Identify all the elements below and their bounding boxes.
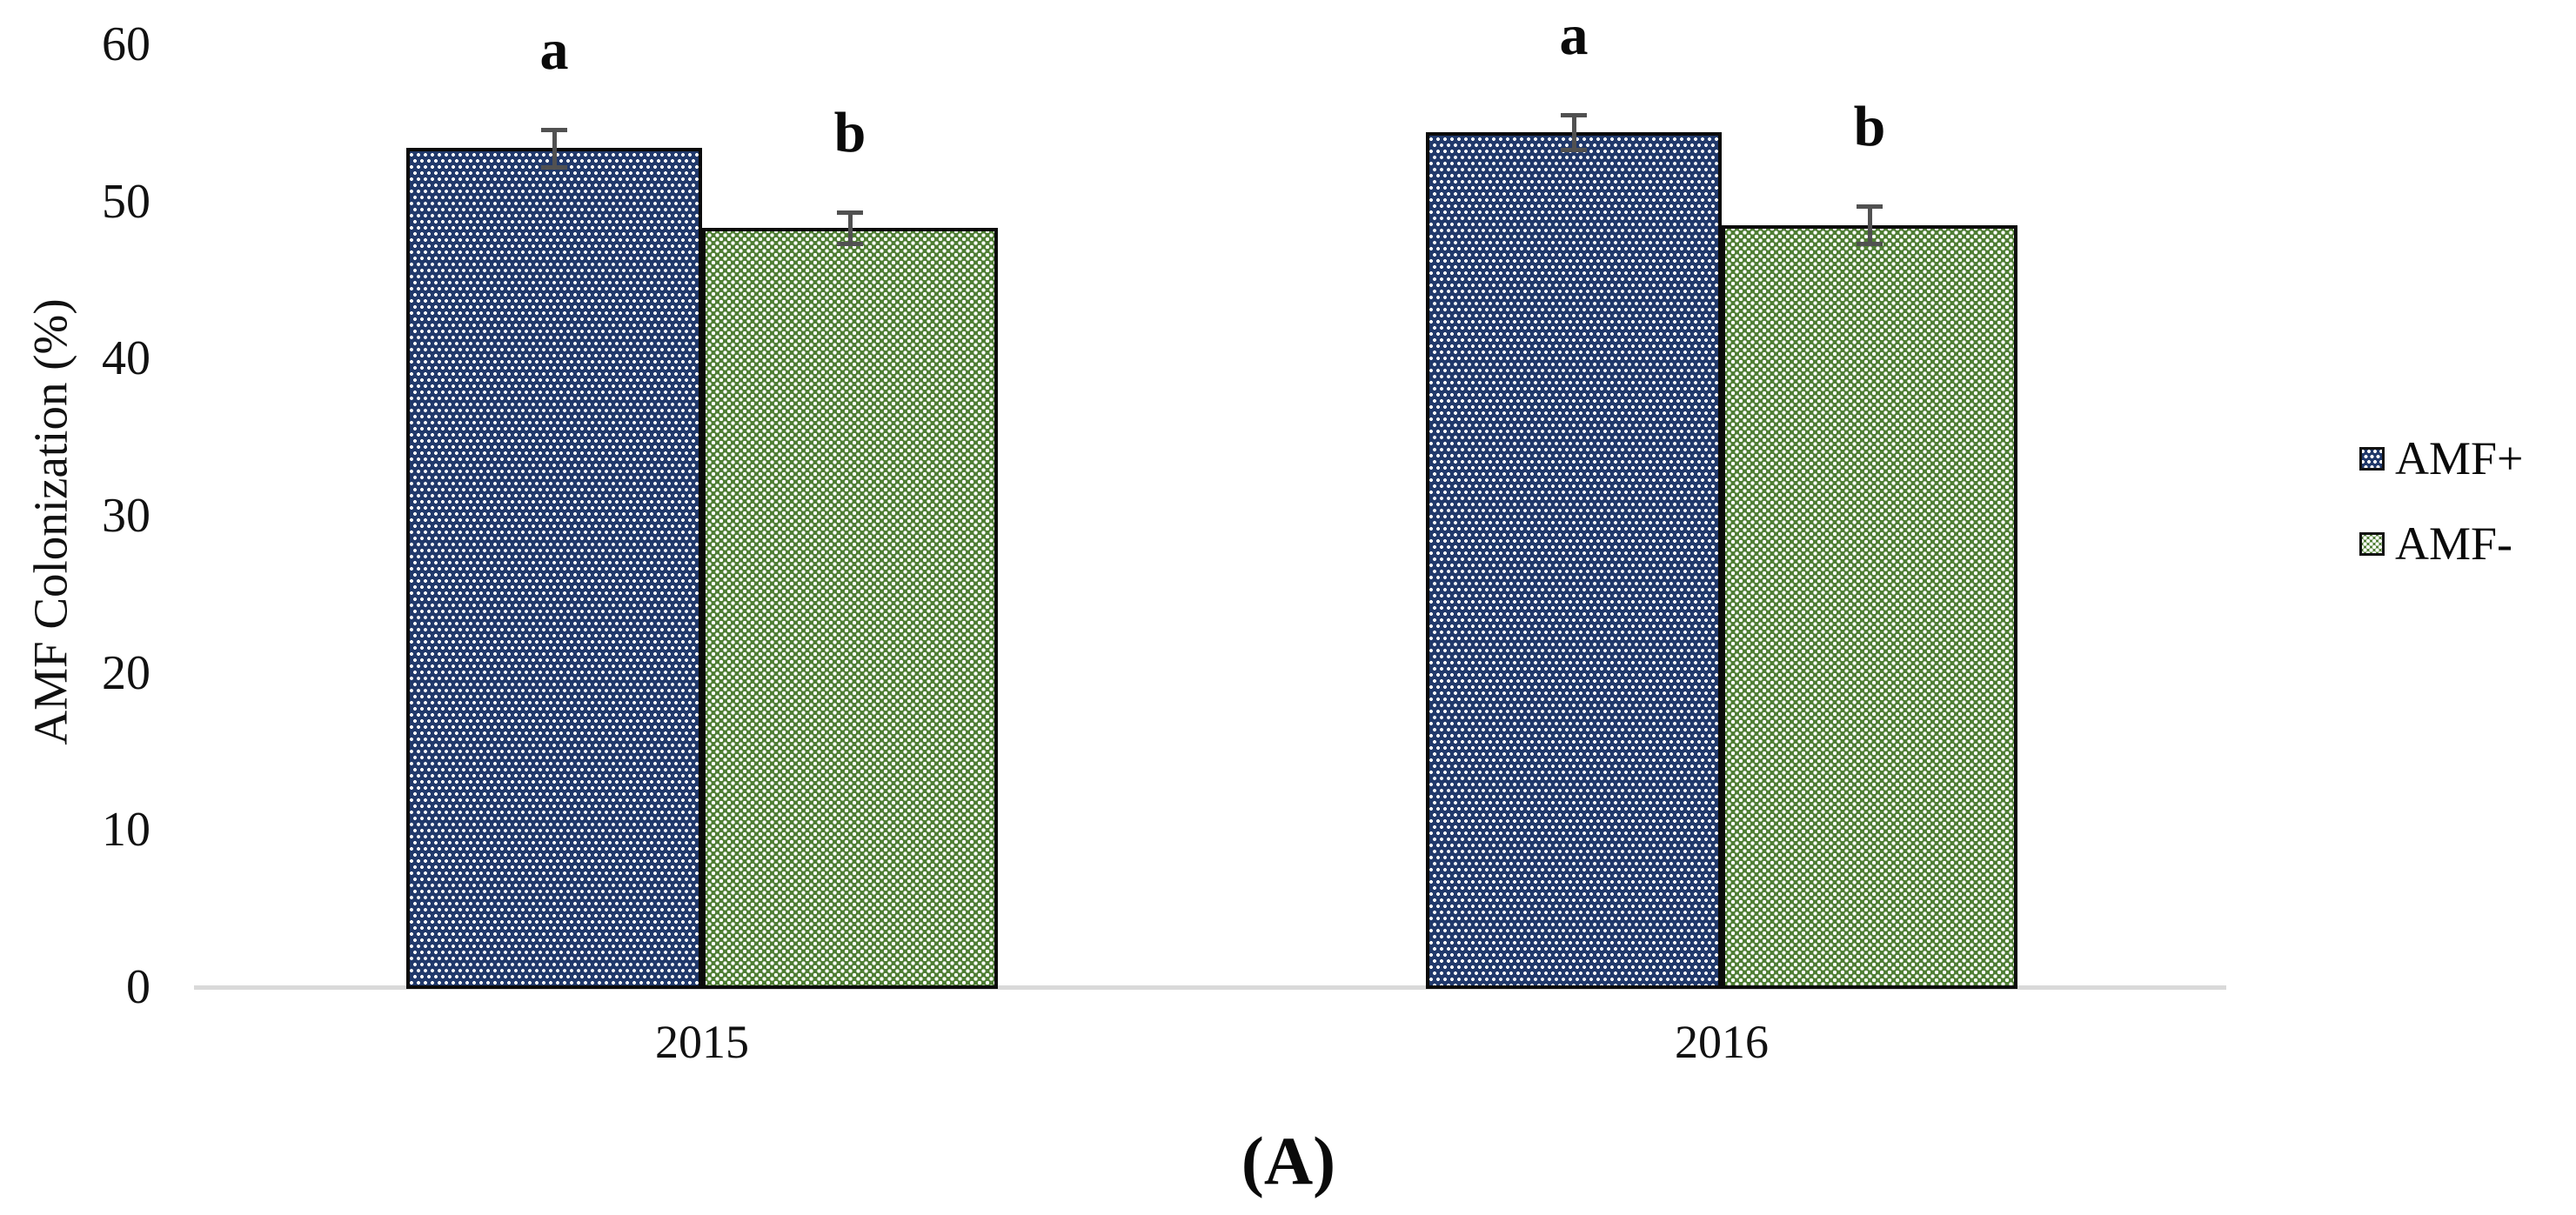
legend-item-amf-minus: AMF- bbox=[2359, 518, 2524, 569]
sig-letter-AMF--2015: b bbox=[833, 101, 866, 165]
legend-label-amf-plus: AMF+ bbox=[2395, 432, 2524, 484]
y-tick-label-20: 20 bbox=[102, 645, 151, 700]
legend: AMF+ AMF- bbox=[2359, 433, 2524, 569]
legend-label-amf-minus: AMF- bbox=[2395, 517, 2513, 570]
legend-swatch-amf-plus-icon bbox=[2359, 446, 2385, 471]
error-bar-cap-top-AMF--2016 bbox=[1857, 204, 1883, 210]
y-tick-label-50: 50 bbox=[102, 174, 151, 229]
error-bar-line-AMF--2015 bbox=[847, 212, 853, 244]
y-tick-label-10: 10 bbox=[102, 803, 151, 858]
error-bar-line-AMF+-2015 bbox=[552, 129, 557, 167]
bar-AMF--2015 bbox=[702, 228, 998, 989]
panel-caption: (A) bbox=[1241, 1123, 1336, 1198]
sig-letter-AMF+-2016: a bbox=[1559, 3, 1589, 68]
error-bar-cap-bottom-AMF--2015 bbox=[837, 242, 863, 247]
bar-AMF+-2016 bbox=[1426, 132, 1722, 989]
error-bar-cap-top-AMF+-2015 bbox=[541, 127, 567, 132]
sig-letter-AMF+-2015: a bbox=[539, 17, 569, 82]
error-bar-cap-bottom-AMF+-2015 bbox=[541, 164, 567, 170]
legend-item-amf-plus: AMF+ bbox=[2359, 433, 2524, 484]
error-bar-line-AMF+-2016 bbox=[1571, 115, 1576, 150]
x-axis-line bbox=[194, 985, 2226, 990]
y-tick-label-40: 40 bbox=[102, 331, 151, 386]
error-bar-cap-bottom-AMF--2016 bbox=[1857, 242, 1883, 247]
legend-swatch-amf-minus-icon bbox=[2359, 531, 2385, 556]
x-tick-label-2016: 2016 bbox=[1675, 1016, 1769, 1068]
error-bar-cap-bottom-AMF+-2016 bbox=[1561, 148, 1587, 153]
bar-AMF+-2015 bbox=[406, 148, 702, 989]
x-tick-label-2015: 2015 bbox=[655, 1016, 749, 1068]
error-bar-cap-top-AMF+-2016 bbox=[1561, 113, 1587, 118]
y-tick-label-60: 60 bbox=[102, 17, 151, 71]
y-tick-label-0: 0 bbox=[126, 960, 151, 1014]
sig-letter-AMF--2016: b bbox=[1853, 95, 1886, 159]
error-bar-cap-top-AMF--2015 bbox=[837, 210, 863, 216]
bar-AMF--2016 bbox=[1722, 224, 2017, 989]
y-tick-label-30: 30 bbox=[102, 489, 151, 543]
error-bar-line-AMF--2016 bbox=[1867, 206, 1872, 244]
